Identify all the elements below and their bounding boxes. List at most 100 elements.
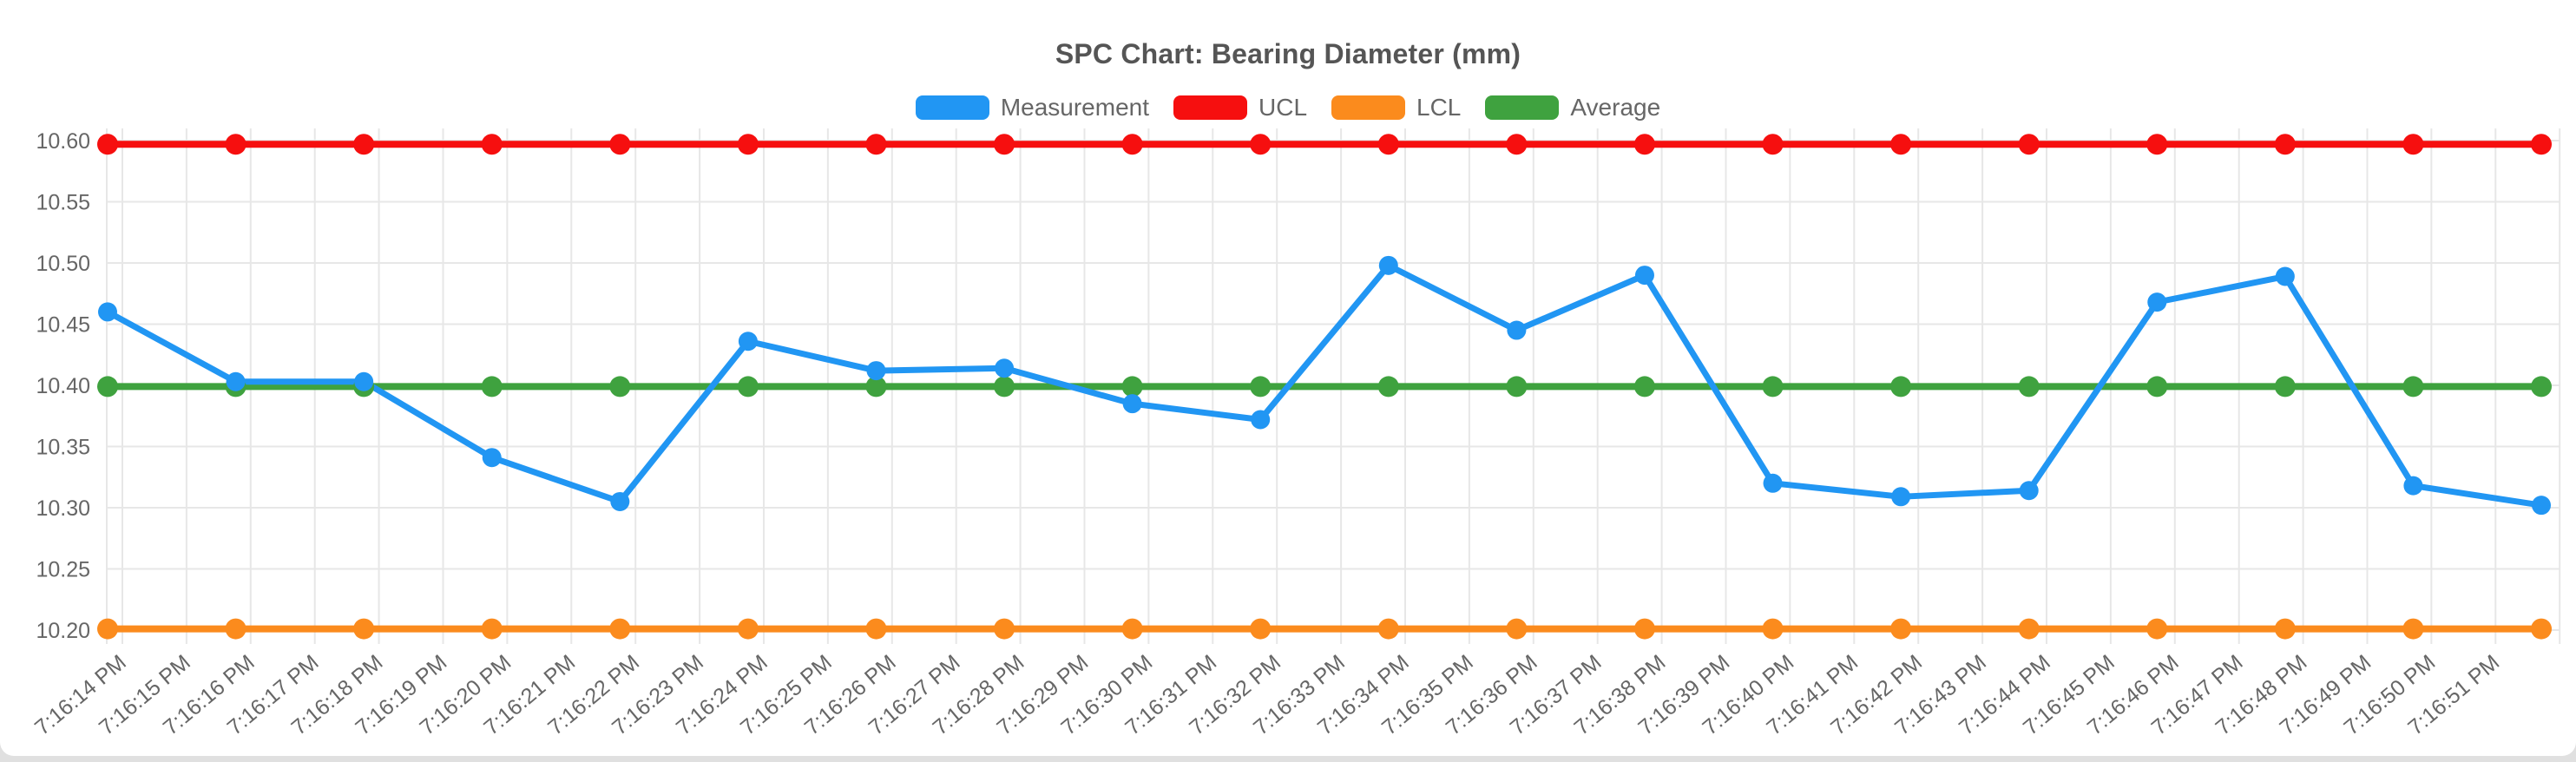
data-point-lcl[interactable] <box>1890 618 1912 640</box>
data-point-measurement[interactable] <box>1122 394 1142 414</box>
data-point-average[interactable] <box>1506 376 1528 397</box>
data-point-lcl[interactable] <box>1506 618 1528 640</box>
data-point-measurement[interactable] <box>98 302 117 322</box>
data-point-measurement[interactable] <box>482 448 502 468</box>
data-point-lcl[interactable] <box>353 618 375 640</box>
data-point-lcl[interactable] <box>1762 618 1784 640</box>
data-point-measurement[interactable] <box>1507 320 1527 340</box>
data-point-ucl[interactable] <box>1762 134 1784 155</box>
data-point-average[interactable] <box>737 376 759 397</box>
series-line-measurement <box>104 262 2545 509</box>
y-axis-tick-label: 10.40 <box>36 374 90 398</box>
data-point-ucl[interactable] <box>2531 134 2553 155</box>
legend-item-average[interactable]: Average <box>1485 95 1660 120</box>
data-point-measurement[interactable] <box>1251 410 1271 430</box>
series-points <box>97 134 2553 640</box>
data-point-average[interactable] <box>2274 376 2296 397</box>
data-point-average[interactable] <box>2402 376 2424 397</box>
legend-swatch-ucl <box>1173 95 1247 120</box>
data-point-measurement[interactable] <box>1763 473 1783 493</box>
data-point-average[interactable] <box>865 376 887 397</box>
data-point-lcl[interactable] <box>737 618 759 640</box>
legend-item-label: Measurement <box>1000 94 1149 121</box>
data-point-average[interactable] <box>1121 376 1143 397</box>
data-point-measurement[interactable] <box>610 491 630 511</box>
data-point-lcl[interactable] <box>97 618 118 640</box>
data-point-lcl[interactable] <box>1633 618 1655 640</box>
data-point-measurement[interactable] <box>226 371 246 391</box>
legend-item-measurement[interactable]: Measurement <box>915 94 1149 121</box>
data-point-average[interactable] <box>2146 376 2168 397</box>
axis-tick-labels: 10.60 10.55 10.50 10.45 10.40 10.35 10.30 10.25… <box>30 129 2504 740</box>
data-point-lcl[interactable] <box>2531 618 2553 640</box>
data-point-average[interactable] <box>609 376 631 397</box>
data-point-measurement[interactable] <box>2275 266 2295 286</box>
y-axis-tick-label: 10.25 <box>36 558 90 582</box>
data-point-lcl[interactable] <box>2018 618 2040 640</box>
data-point-ucl[interactable] <box>1890 134 1912 155</box>
data-point-measurement[interactable] <box>2147 292 2167 312</box>
data-point-lcl[interactable] <box>2402 618 2424 640</box>
data-point-measurement[interactable] <box>1634 266 1654 286</box>
data-point-lcl[interactable] <box>865 618 887 640</box>
data-point-ucl[interactable] <box>481 134 503 155</box>
legend-item-lcl[interactable]: LCL <box>1331 95 1461 120</box>
series-lines <box>104 141 2546 633</box>
data-point-ucl[interactable] <box>1633 134 1655 155</box>
data-point-average[interactable] <box>1377 376 1399 397</box>
legend-swatch-lcl <box>1331 95 1406 120</box>
data-point-measurement[interactable] <box>2532 496 2552 516</box>
data-point-ucl[interactable] <box>2146 134 2168 155</box>
chart-legend: Measurement UCL LCL Average <box>0 95 2576 120</box>
data-point-average[interactable] <box>2018 376 2040 397</box>
data-point-measurement[interactable] <box>995 358 1015 378</box>
data-point-average[interactable] <box>1762 376 1784 397</box>
data-point-ucl[interactable] <box>353 134 375 155</box>
data-point-lcl[interactable] <box>481 618 503 640</box>
data-point-ucl[interactable] <box>1506 134 1528 155</box>
data-point-lcl[interactable] <box>2146 618 2168 640</box>
data-point-average[interactable] <box>2531 376 2553 397</box>
legend-swatch-average <box>1485 95 1560 120</box>
legend-item-label: LCL <box>1416 94 1462 121</box>
data-point-measurement[interactable] <box>1891 487 1911 507</box>
data-point-lcl[interactable] <box>1250 618 1272 640</box>
data-point-ucl[interactable] <box>225 134 246 155</box>
data-point-measurement[interactable] <box>738 332 758 351</box>
data-point-lcl[interactable] <box>1377 618 1399 640</box>
data-point-lcl[interactable] <box>994 618 1015 640</box>
data-point-measurement[interactable] <box>2019 481 2039 501</box>
data-point-average[interactable] <box>481 376 503 397</box>
data-point-ucl[interactable] <box>1121 134 1143 155</box>
data-point-measurement[interactable] <box>2403 476 2423 496</box>
data-point-ucl[interactable] <box>2274 134 2296 155</box>
y-axis-tick-label: 10.20 <box>36 619 90 643</box>
data-point-average[interactable] <box>1633 376 1655 397</box>
data-point-average[interactable] <box>97 376 118 397</box>
data-point-average[interactable] <box>994 376 1015 397</box>
data-point-lcl[interactable] <box>1121 618 1143 640</box>
data-point-ucl[interactable] <box>1250 134 1272 155</box>
data-point-ucl[interactable] <box>737 134 759 155</box>
data-point-lcl[interactable] <box>609 618 631 640</box>
data-point-measurement[interactable] <box>866 361 886 381</box>
data-point-measurement[interactable] <box>1378 255 1398 275</box>
data-point-ucl[interactable] <box>2018 134 2040 155</box>
legend-item-ucl[interactable]: UCL <box>1173 95 1307 120</box>
data-point-average[interactable] <box>1890 376 1912 397</box>
y-axis-tick-label: 10.50 <box>36 252 90 276</box>
legend-item-label: Average <box>1570 94 1661 121</box>
data-point-ucl[interactable] <box>609 134 631 155</box>
data-point-ucl[interactable] <box>1377 134 1399 155</box>
data-point-lcl[interactable] <box>2274 618 2296 640</box>
data-point-measurement[interactable] <box>354 371 374 391</box>
legend-item-label: UCL <box>1258 94 1308 121</box>
data-point-lcl[interactable] <box>225 618 246 640</box>
data-point-ucl[interactable] <box>994 134 1015 155</box>
data-point-ucl[interactable] <box>2402 134 2424 155</box>
data-point-ucl[interactable] <box>865 134 887 155</box>
data-point-ucl[interactable] <box>97 134 118 155</box>
data-point-average[interactable] <box>1250 376 1272 397</box>
